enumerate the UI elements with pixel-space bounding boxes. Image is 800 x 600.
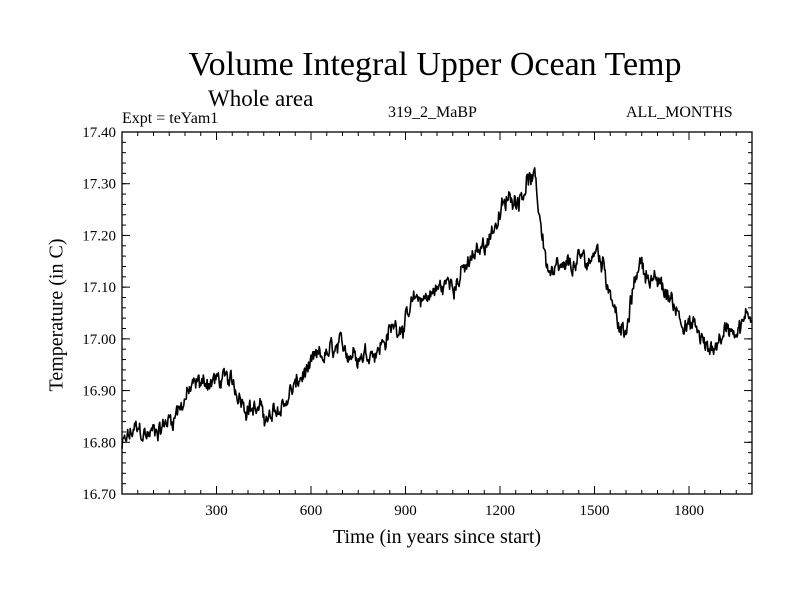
y-tick-label: 16.80 [82, 435, 116, 451]
x-tick-label: 1200 [485, 503, 515, 519]
chart-title: Volume Integral Upper Ocean Temp [188, 46, 682, 83]
run-name-label: 319_2_MaBP [388, 104, 477, 121]
experiment-label: Expt = teYam1 [122, 110, 219, 127]
y-tick-label: 17.20 [82, 228, 116, 244]
y-tick-label: 16.90 [82, 384, 116, 400]
months-label: ALL_MONTHS [626, 104, 733, 121]
temperature-series-line [121, 167, 753, 449]
x-tick-label: 1800 [674, 503, 704, 519]
axis-ticks [121, 131, 753, 495]
x-tick-labels: 300 600 900 1200 1500 1800 [205, 503, 704, 519]
y-tick-label: 17.40 [82, 125, 116, 141]
y-tick-labels: 16.70 16.80 16.90 17.00 17.10 17.20 17.30 17.40 [82, 125, 116, 503]
x-tick-label: 600 [300, 503, 323, 519]
x-tick-label: 300 [205, 503, 228, 519]
x-axis-label: Time (in years since start) [332, 526, 542, 548]
y-tick-label: 17.00 [82, 332, 116, 348]
y-tick-label: 17.10 [82, 280, 116, 296]
y-tick-label: 17.30 [82, 177, 116, 193]
y-tick-label: 16.70 [82, 487, 116, 503]
y-axis-label: Temperature (in C) [45, 238, 68, 392]
x-tick-label: 1500 [580, 503, 610, 519]
chart-subtitle: Whole area [208, 86, 314, 111]
x-tick-label: 900 [394, 503, 417, 519]
plot-frame [121, 131, 753, 495]
